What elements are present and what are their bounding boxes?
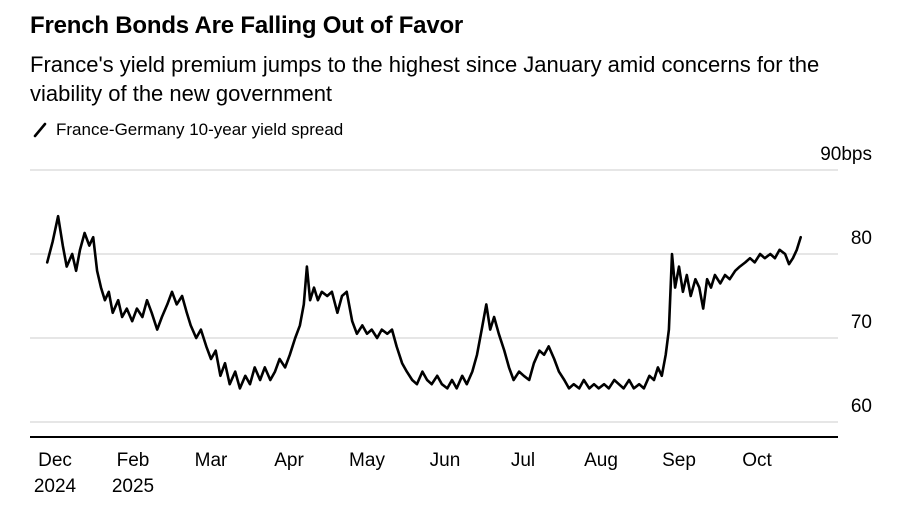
series-line (45, 214, 803, 390)
x-axis-label: Apr (274, 450, 304, 471)
x-axis-label: Jun (429, 450, 461, 471)
x-axis-label: Jul (510, 450, 536, 471)
x-axis-label: Aug (584, 450, 618, 471)
y-axis-label: 60 (850, 396, 872, 417)
y-axis-label: 90bps (820, 144, 872, 165)
x-axis-label: May (349, 450, 385, 471)
page-title: French Bonds Are Falling Out of Favor (30, 12, 464, 39)
y-axis-label: 80 (850, 228, 872, 249)
x-axis-year-label: 2024 (33, 476, 77, 497)
legend-label: France-Germany 10-year yield spread (56, 120, 344, 139)
x-axis-label: Dec (38, 450, 72, 471)
x-axis-label: Oct (742, 450, 772, 471)
y-axis-label: 70 (850, 312, 872, 333)
series-slash-icon (32, 121, 48, 139)
x-axis-year-label: 2025 (111, 476, 155, 497)
x-axis-label: Mar (194, 450, 228, 471)
chart-subtitle: France's yield premium jumps to the high… (30, 52, 820, 106)
legend: France-Germany 10-year yield spread (32, 120, 343, 140)
x-axis-label: Sep (662, 450, 696, 471)
x-axis-label: Feb (116, 450, 150, 471)
